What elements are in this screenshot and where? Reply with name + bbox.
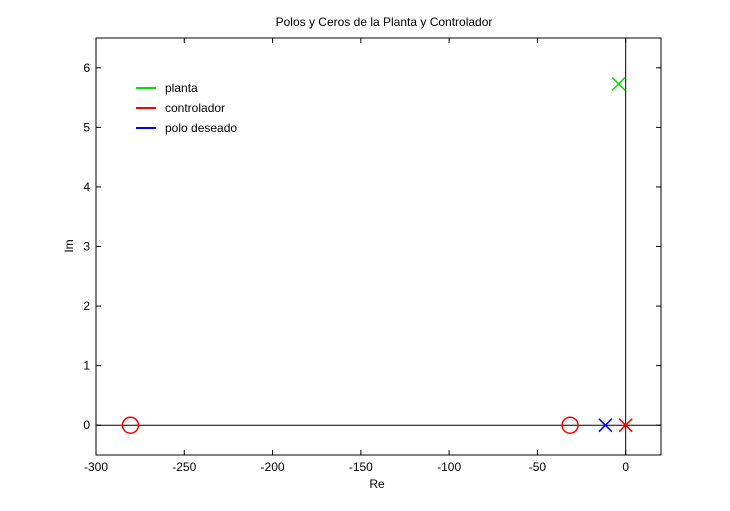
x-tick-label: -50 xyxy=(529,460,547,474)
x-tick-label: -250 xyxy=(172,460,196,474)
controlador-zero-marker xyxy=(121,416,140,434)
x-tick-label: 0 xyxy=(622,460,629,474)
plot-area-frame xyxy=(95,37,662,456)
axis-tick-labels: -300 -250 -200 -150 -100 -50 0 0 1 2 3 4 5 6 xyxy=(83,61,629,474)
polo-deseado-pole-stroke xyxy=(598,418,613,433)
controlador-pole-marker xyxy=(618,418,633,433)
legend: planta controlador polo deseado xyxy=(136,81,237,135)
legend-label-polo-deseado: polo deseado xyxy=(165,121,237,135)
planta-pole-stroke xyxy=(611,76,626,91)
y-tick-label: 1 xyxy=(83,359,90,373)
x-tick-label: -200 xyxy=(261,460,285,474)
data-markers xyxy=(121,76,633,434)
x-axis-label: Re xyxy=(369,477,385,491)
controlador-zero-marker xyxy=(561,416,579,434)
x-tick-label: -150 xyxy=(349,460,373,474)
x-tick-label: -300 xyxy=(84,460,108,474)
chart-title: Polos y Ceros de la Planta y Controlador xyxy=(276,15,493,29)
y-tick-label: 2 xyxy=(83,299,90,313)
reference-lines xyxy=(96,38,661,455)
y-tick-label: 4 xyxy=(83,180,90,194)
legend-label-planta: planta xyxy=(165,81,198,95)
x-tick-label: -100 xyxy=(437,460,461,474)
y-tick-label: 6 xyxy=(83,61,90,75)
axis-ticks xyxy=(95,38,661,455)
polo-deseado-pole-marker xyxy=(598,418,613,433)
y-tick-label: 3 xyxy=(83,240,90,254)
planta-pole-marker xyxy=(611,76,626,91)
y-tick-label: 5 xyxy=(83,120,90,134)
controlador-pole-stroke xyxy=(618,418,633,433)
legend-label-controlador: controlador xyxy=(165,101,225,115)
y-axis-label: Im xyxy=(62,239,76,252)
y-tick-label: 0 xyxy=(83,418,90,432)
